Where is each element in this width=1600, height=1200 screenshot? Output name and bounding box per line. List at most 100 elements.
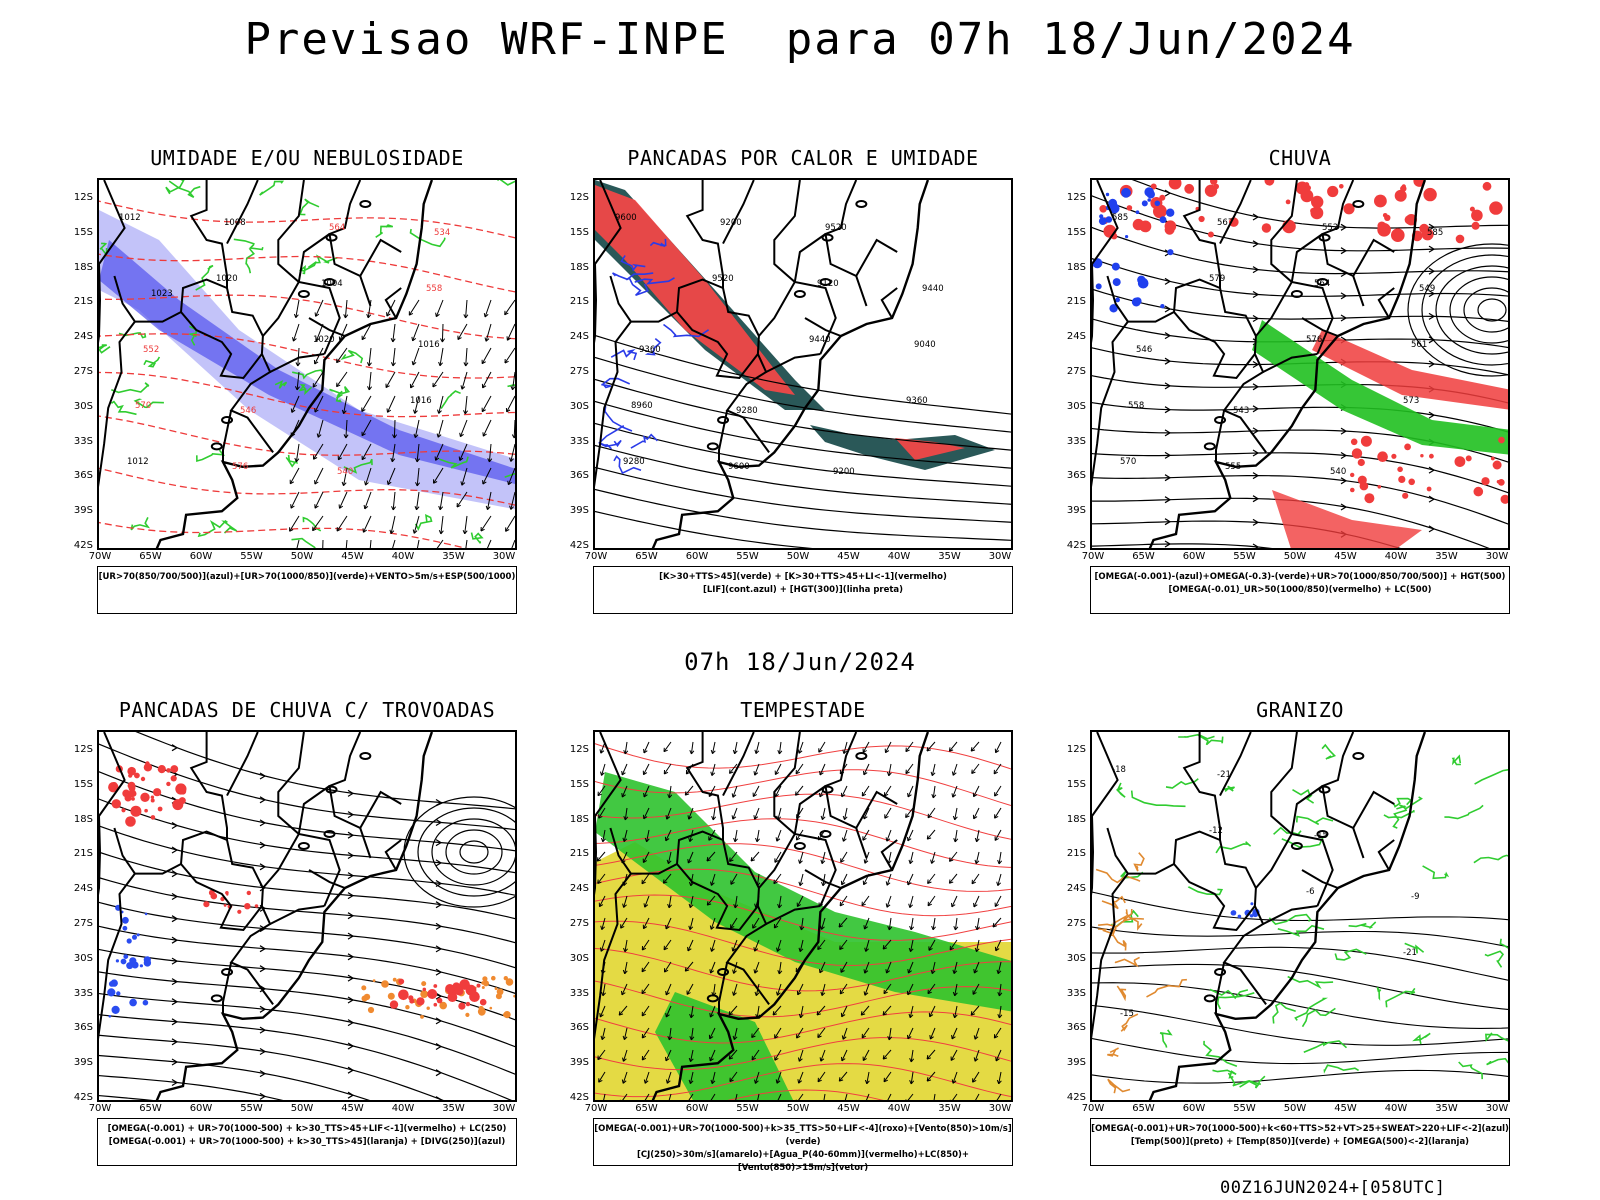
lat-tick-label: 18S xyxy=(569,261,589,273)
wind-vector xyxy=(622,1093,628,1100)
wind-vector xyxy=(312,371,324,388)
panel-title: CHUVA xyxy=(1268,146,1332,170)
thunder-red-patch xyxy=(128,773,133,778)
wind-vector xyxy=(710,961,716,974)
thunder-red-patch xyxy=(166,768,171,773)
streamline-arrow xyxy=(1340,427,1348,435)
wind-vector xyxy=(949,873,958,884)
omega500-contour xyxy=(1114,956,1140,968)
streamline-arrow xyxy=(347,932,355,940)
wind-vector xyxy=(860,1011,866,1016)
wind-vector xyxy=(798,947,804,953)
border-line xyxy=(685,732,724,840)
lon-tick-label: 50W xyxy=(786,1103,810,1114)
omega-blue-patch xyxy=(1131,297,1141,307)
rain-red-patch xyxy=(1455,234,1465,244)
wind-vector xyxy=(840,858,845,863)
wind-vector xyxy=(886,829,892,842)
lon-tick-label: 40W xyxy=(887,1103,911,1114)
wind-vector xyxy=(361,419,372,436)
wind-vector xyxy=(734,895,738,908)
wind-vector xyxy=(863,969,869,974)
wind-vector xyxy=(386,480,392,485)
temp850-contour xyxy=(1396,796,1423,810)
wind-vector xyxy=(753,815,759,820)
wind-vector xyxy=(294,386,300,391)
wind-vector xyxy=(975,1093,980,1100)
thunder-red-patch xyxy=(140,776,146,782)
wind-vector xyxy=(926,829,936,840)
wind-vector xyxy=(729,763,738,774)
wind-vector xyxy=(910,1049,914,1062)
wind-vector xyxy=(927,895,936,907)
green-contour xyxy=(274,380,288,389)
wind-vector xyxy=(798,1093,804,1100)
wind-vector xyxy=(728,1049,738,1060)
wind-vector xyxy=(684,785,694,796)
wind-vector xyxy=(994,792,999,797)
wind-vector xyxy=(907,1034,912,1040)
hgt300-contour xyxy=(595,334,1011,415)
temp850-contour xyxy=(1277,924,1325,937)
wind-vector xyxy=(621,1079,627,1084)
wind-vector xyxy=(439,491,444,510)
wind-vector xyxy=(644,895,650,908)
wind-vector xyxy=(993,769,999,775)
streamline-arrow xyxy=(1340,314,1348,322)
panel-trovoadas: PANCADAS DE CHUVA C/ TROVOADAS 12S 15S 18S 2… xyxy=(74,698,517,1166)
wind-vector xyxy=(840,1012,846,1018)
wind-vector xyxy=(706,895,716,906)
wind-vector xyxy=(386,312,391,317)
forecast-map xyxy=(97,730,517,1102)
wind-vector xyxy=(773,917,782,929)
lat-tick-label: 39S xyxy=(1066,1057,1086,1069)
omega-blue-patch xyxy=(1105,192,1110,197)
wind-vector xyxy=(998,851,1002,864)
wind-vector xyxy=(799,926,805,931)
wind-vector xyxy=(883,1077,888,1083)
wind-vector xyxy=(907,983,914,996)
rain-red-patch xyxy=(1398,475,1406,483)
thunder-red-patch xyxy=(416,997,425,1006)
lc850-contour xyxy=(595,743,1011,770)
wind-vector xyxy=(315,323,324,341)
contour-label: 1004 xyxy=(321,279,343,289)
wind-vector xyxy=(774,858,779,863)
wind-vector xyxy=(886,771,892,777)
lon-tick-label: 40W xyxy=(1384,551,1408,562)
temp850-contour xyxy=(1485,1032,1508,1042)
wind-vector xyxy=(799,939,804,952)
wind-vector xyxy=(976,917,980,930)
wind-vector xyxy=(465,539,468,548)
lake-outline xyxy=(1352,200,1365,208)
wind-vector xyxy=(292,337,297,342)
contour-label: 9200 xyxy=(720,218,742,228)
hgt300-contour xyxy=(595,378,1011,451)
temp850-contour xyxy=(1303,1040,1348,1054)
wind-vector xyxy=(732,991,737,996)
lc850-contour xyxy=(727,1089,884,1100)
temp850-contour xyxy=(1197,734,1224,746)
wind-vector xyxy=(910,939,914,952)
wind-vector xyxy=(971,873,980,885)
wind-vector xyxy=(441,323,444,343)
streamline-arrow xyxy=(435,839,443,847)
circulation-ring xyxy=(417,807,515,897)
wind-vector xyxy=(706,851,716,862)
wind-vector xyxy=(623,816,629,821)
forecast-map: 585 579 576 573 570 567 564 561 558 555 552 549 546 5… xyxy=(1090,178,1510,550)
lat-tick-label: 36S xyxy=(569,1022,589,1034)
wind-vector xyxy=(361,323,372,340)
streamline-arrow xyxy=(347,831,355,839)
lake-outline xyxy=(359,752,372,760)
map-boundaries xyxy=(1092,180,1427,548)
lif-contour xyxy=(644,337,662,356)
wind-vector xyxy=(970,1005,980,1016)
lat-tick-label: 21S xyxy=(569,848,589,860)
streamline-arrow xyxy=(1164,451,1172,459)
lat-tick-label: 39S xyxy=(73,505,93,517)
wind-vector xyxy=(336,358,341,364)
thunder-red-patch xyxy=(129,769,134,774)
wind-vector xyxy=(686,983,694,995)
streamline-arrow xyxy=(1164,429,1172,437)
